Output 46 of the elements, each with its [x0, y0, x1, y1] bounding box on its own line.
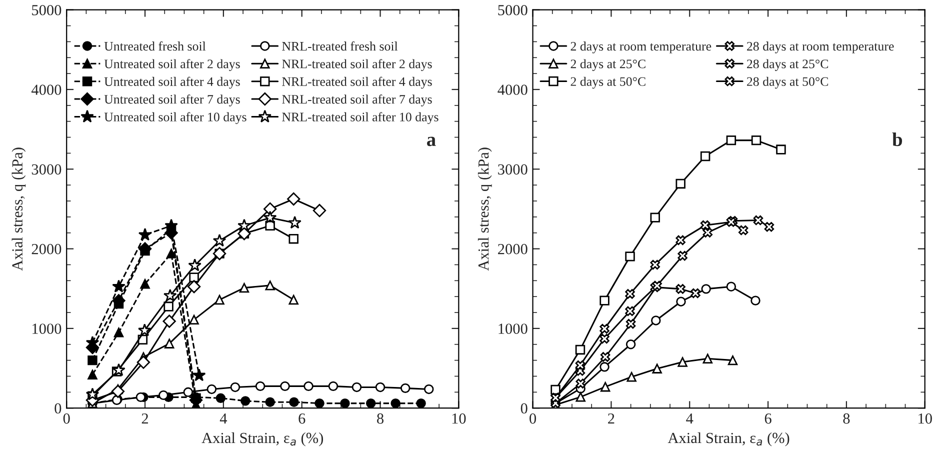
legend-label: 2 days at 50°C [570, 76, 646, 89]
y-tick-label: 5000 [498, 4, 528, 16]
x-tick-label: 6 [764, 413, 772, 424]
y-tick-label: 1000 [498, 324, 528, 334]
annotation: a [427, 136, 436, 146]
legend-label: 28 days at 25°C [747, 59, 828, 71]
y-tick-label: 5000 [32, 4, 62, 16]
legend-label: NRL-treated soil after 4 days [282, 76, 432, 89]
y-tick-label: 3000 [498, 164, 528, 175]
x-tick-label: 4 [220, 414, 228, 424]
y-tick-label: 0 [54, 403, 62, 414]
legend-label: NRL-treated fresh soil [282, 41, 398, 51]
x-tick-label: 2 [142, 413, 148, 424]
y-tick-label: 0 [520, 403, 528, 414]
y-tick-label: 2000 [32, 244, 62, 254]
x-tick-label: 2 [608, 413, 614, 424]
y-tick-label: 3000 [32, 164, 62, 175]
legend-label: NRL-treated soil after 2 days [282, 59, 432, 71]
x-tick-label: 10 [452, 413, 466, 424]
legend-label: 28 days at room temperature [747, 42, 894, 54]
annotation: b [892, 132, 902, 146]
x-tick-label: 8 [843, 413, 850, 424]
x-axis-title: Axial Strain, ε$_{a}$ (%) [202, 432, 324, 446]
legend-label: Untreated fresh soil [104, 41, 206, 51]
y-axis-title: Axial stress, q (kPa) [478, 148, 492, 271]
y-tick-label: 4000 [31, 84, 62, 95]
legend-label: NRL-treated soil after 10 days [282, 112, 438, 124]
x-tick-label: 8 [377, 413, 384, 424]
x-tick-label: 0 [530, 413, 536, 424]
y-tick-label: 4000 [498, 84, 528, 95]
x-tick-label: 10 [918, 413, 932, 424]
y-axis-title: Axial stress, q (kPa) [12, 148, 26, 271]
legend-label: 28 days at 50°C [747, 76, 828, 89]
legend-label: Untreated soil after 7 days [104, 94, 240, 106]
legend-label: Untreated soil after 10 days [104, 112, 246, 124]
y-tick-label: 1000 [32, 324, 62, 334]
y-tick-label: 2000 [498, 244, 528, 254]
legend-label: 2 days at room temperature [570, 42, 712, 54]
legend-label: 2 days at 25°C [570, 59, 646, 71]
x-tick-label: 4 [686, 414, 694, 424]
legend-label: Untreated soil after 4 days [104, 76, 240, 89]
x-tick-label: 0 [63, 413, 70, 424]
legend-label: NRL-treated soil after 7 days [282, 94, 432, 106]
legend-label: Untreated soil after 2 days [104, 59, 240, 71]
x-tick-label: 6 [298, 413, 306, 424]
x-axis-title: Axial Strain, ε$_{a}$ (%) [668, 432, 790, 446]
